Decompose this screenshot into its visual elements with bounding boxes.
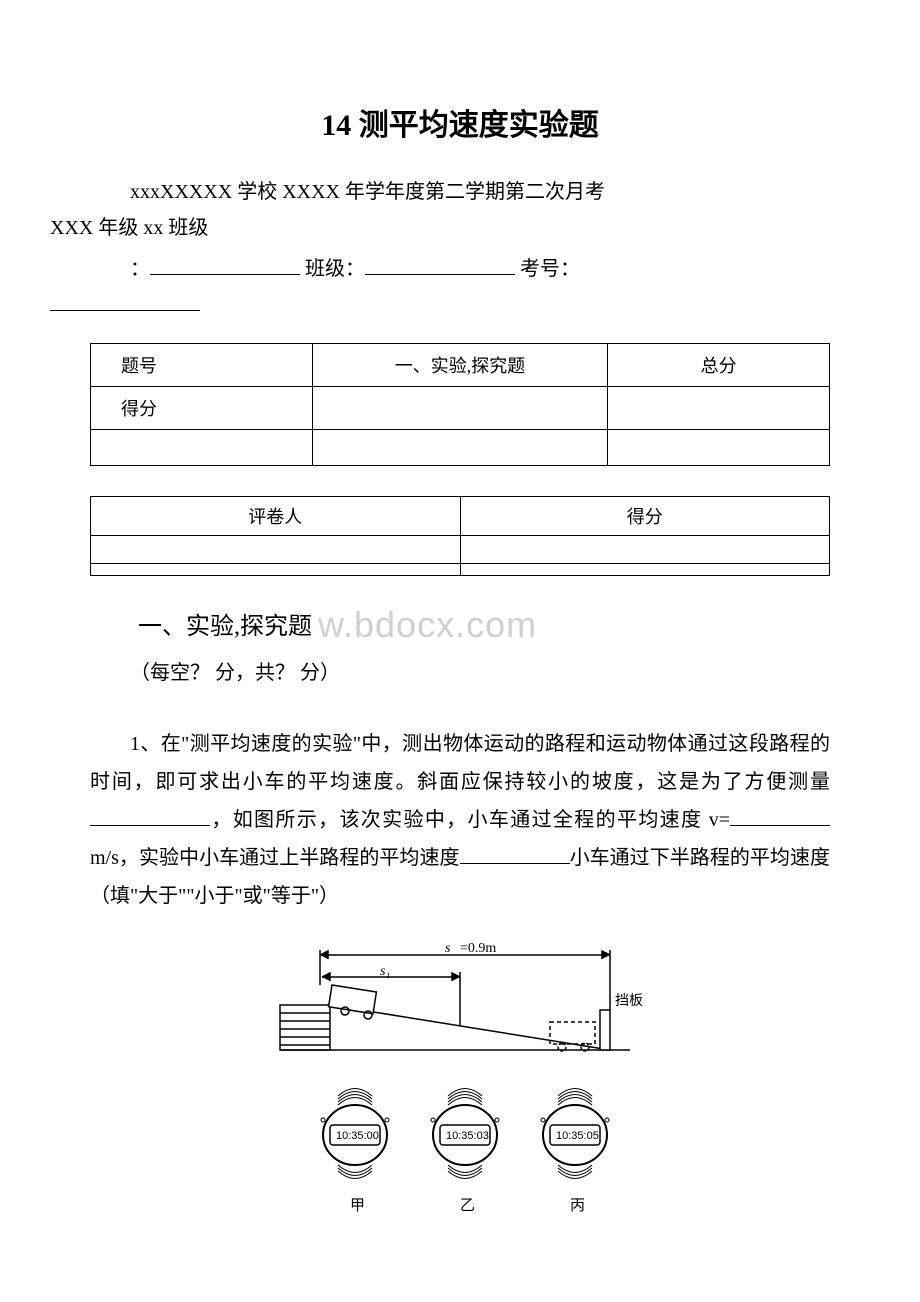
board-label: 挡板 (615, 993, 643, 1009)
watch-label: 甲 (350, 1198, 365, 1214)
grader-table: 评卷人 得分 (90, 496, 830, 576)
name-blank (150, 251, 300, 275)
class-label: 班级： (305, 258, 365, 280)
class-text: XXX 年级 xx 班级 (50, 217, 208, 239)
col-header: 得分 (460, 497, 830, 536)
col-header: 一、实验,探究题 (312, 344, 608, 387)
cell (91, 564, 461, 576)
q1-unit: m/s，实验中小车通过上半路程的平均速度 (90, 847, 460, 869)
watch-1: 10:35:00 甲 (321, 1089, 389, 1215)
cell (608, 430, 830, 466)
cell (608, 387, 830, 430)
q1-text-2: ，如图所示，该次实验中，小车通过全程的平均速度 v= (210, 809, 730, 831)
school-text: xxxXXXXX 学校 XXXX 年学年度第二学期第二次月考 (130, 181, 605, 203)
watch-3: 10:35:05 丙 (541, 1089, 609, 1215)
watch-time: 10:35:05 (556, 1130, 599, 1142)
cell (460, 536, 830, 564)
sub-heading: （每空？ 分，共？ 分） (90, 656, 830, 685)
colon-label: ： (130, 258, 150, 280)
table-row: 得分 (91, 387, 830, 430)
page-title: 14 测平均速度实验题 (90, 100, 830, 144)
row-label: 得分 (91, 387, 313, 430)
watch-label: 乙 (460, 1198, 475, 1214)
cell (312, 430, 608, 466)
class-blank (365, 251, 515, 275)
ramp-svg: s =0.9m s₁ 挡板 10:35:00 甲 (250, 935, 670, 1215)
experiment-figure: s =0.9m s₁ 挡板 10:35:00 甲 (90, 935, 830, 1220)
s-label: s (445, 941, 451, 956)
cell (91, 536, 461, 564)
col-header: 总分 (608, 344, 830, 387)
cell (312, 387, 608, 430)
fill-in-line: ： 班级： 考号： (90, 251, 830, 323)
col-header: 题号 (91, 344, 313, 387)
watch-time: 10:35:00 (336, 1130, 379, 1142)
cell (91, 430, 313, 466)
school-line: xxxXXXXX 学校 XXXX 年学年度第二学期第二次月考 XXX 年级 xx… (90, 174, 830, 246)
question-1: 1、在"测平均速度的实验"中，测出物体运动的路程和运动物体通过这段路程的时间，即… (90, 725, 830, 915)
cell (460, 564, 830, 576)
q1-blank-3 (460, 840, 570, 864)
watch-label: 丙 (570, 1198, 585, 1214)
table-row (91, 536, 830, 564)
table-row: 题号 一、实验,探究题 总分 (91, 344, 830, 387)
col-header: 评卷人 (91, 497, 461, 536)
exam-no-blank (50, 287, 200, 311)
q1-blank-2 (730, 802, 830, 826)
watch-time: 10:35:03 (446, 1130, 489, 1142)
s1-label: s₁ (380, 964, 390, 979)
score-table: 题号 一、实验,探究题 总分 得分 (90, 343, 830, 466)
watch-2: 10:35:03 乙 (431, 1089, 499, 1215)
s-value: =0.9m (460, 941, 496, 956)
section-heading: 一、实验,探究题 w.bdocx.com (90, 606, 830, 641)
q1-text-1: 1、在"测平均速度的实验"中，测出物体运动的路程和运动物体通过这段路程的时间，即… (90, 733, 830, 793)
section-text: 一、实验,探究题 (138, 614, 312, 640)
exam-no-label: 考号： (520, 258, 580, 280)
table-row: 评卷人 得分 (91, 497, 830, 536)
q1-blank-1 (90, 802, 210, 826)
table-row (91, 564, 830, 576)
table-row (91, 430, 830, 466)
